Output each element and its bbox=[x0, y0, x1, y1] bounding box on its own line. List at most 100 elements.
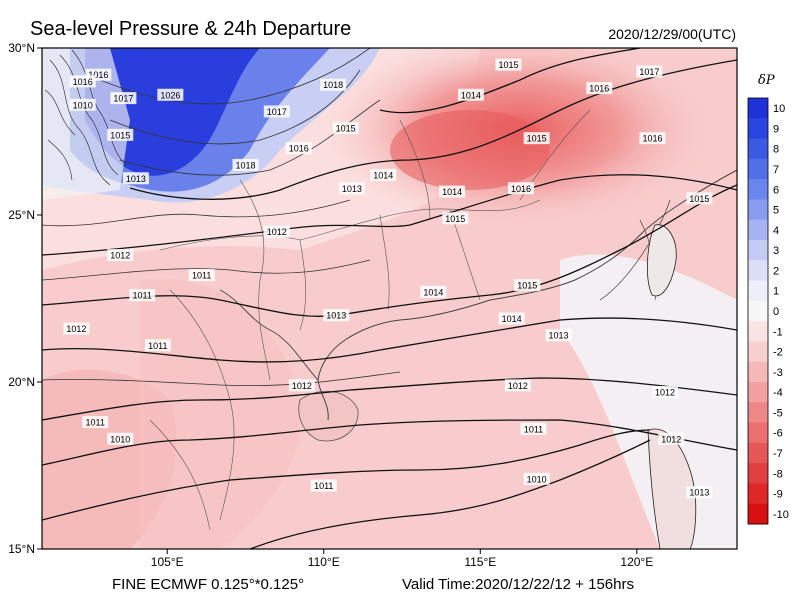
lon-label: 120°E bbox=[620, 555, 653, 569]
isobar-label-text: 1016 bbox=[73, 77, 93, 87]
isobar-label: 1013 bbox=[122, 172, 149, 185]
isobar-label: 1012 bbox=[263, 225, 290, 238]
isobar-label: 1011 bbox=[520, 422, 547, 435]
isobar-label-text: 1011 bbox=[192, 271, 211, 281]
isobar-label-bg bbox=[107, 128, 134, 141]
isobar-label-text: 1017 bbox=[639, 67, 659, 77]
isobar-label-bg bbox=[332, 122, 359, 135]
isobar-label: 1015 bbox=[514, 279, 541, 292]
isobar-label-bg bbox=[188, 269, 215, 282]
isobar-label-text: 1018 bbox=[323, 80, 343, 90]
isobar-label-text: 1013 bbox=[126, 174, 146, 184]
isobar-label: 1015 bbox=[686, 192, 713, 205]
colorbar-swatch bbox=[748, 422, 768, 444]
colorbar-swatch bbox=[748, 98, 768, 119]
valid-time-label: Valid Time:2020/12/22/12 + 156hrs bbox=[402, 576, 634, 593]
isobar-label: 1012 bbox=[658, 432, 685, 445]
lon-label: 115°E bbox=[464, 555, 496, 569]
isobar-label: 1017 bbox=[636, 65, 663, 78]
isobar-label-text: 1011 bbox=[314, 481, 333, 491]
isobar-label-bg bbox=[107, 432, 134, 445]
isobar-label-text: 1026 bbox=[160, 90, 180, 100]
isobar-label-text: 1016 bbox=[289, 144, 309, 154]
isobar-label: 1017 bbox=[110, 92, 137, 105]
lat-label: 15°N bbox=[8, 542, 35, 556]
isobar-label: 1011 bbox=[129, 289, 156, 302]
isobar-label-bg bbox=[520, 422, 547, 435]
isobar-label: 1015 bbox=[442, 212, 469, 225]
isobar-label-bg bbox=[504, 379, 531, 392]
isobar-label-bg bbox=[507, 182, 534, 195]
lon-label: 110°E bbox=[308, 555, 340, 569]
colorbar-tick-label: 7 bbox=[773, 164, 779, 176]
isobar-label-text: 1012 bbox=[508, 381, 528, 391]
isobar-label-bg bbox=[495, 58, 522, 71]
isobar-label-bg bbox=[420, 285, 447, 298]
isobar-label-text: 1010 bbox=[527, 474, 547, 484]
isobar-label-text: 1016 bbox=[642, 134, 662, 144]
colorbar-tick-label: -8 bbox=[773, 468, 783, 480]
isobar-label-text: 1012 bbox=[267, 227, 287, 237]
colorbar-swatch bbox=[748, 503, 768, 525]
isobar-label-bg bbox=[263, 105, 290, 118]
longitude-axis: 105°E 110°E 115°E 120°E bbox=[151, 549, 653, 569]
isobar-label-bg bbox=[122, 172, 149, 185]
colorbar-swatch bbox=[748, 138, 768, 160]
isobar-label: 1011 bbox=[188, 269, 215, 282]
isobar-label-text: 1016 bbox=[88, 70, 108, 80]
isobar-label-bg bbox=[285, 142, 312, 155]
thin-isobar-lines bbox=[42, 48, 401, 387]
isobar-label-bg bbox=[586, 82, 613, 95]
isobar-label-text: 1013 bbox=[326, 311, 346, 321]
colorbar-swatch bbox=[748, 240, 768, 261]
isobar-label-text: 1013 bbox=[549, 331, 569, 341]
isobar-label-text: 1014 bbox=[423, 287, 443, 297]
timestamp: 2020/12/29/00(UTC) bbox=[608, 26, 736, 42]
isobar-label-bg bbox=[686, 486, 713, 499]
colorbar-tick-label: 10 bbox=[773, 103, 785, 115]
colorbar-tick-label: 4 bbox=[773, 225, 779, 237]
isobar-label-bg bbox=[439, 185, 466, 198]
colorbar-tick-label: -1 bbox=[773, 326, 783, 338]
colorbar-tick-label: -2 bbox=[773, 347, 783, 359]
isobar-label: 1013 bbox=[323, 309, 350, 322]
colorbar-swatch bbox=[748, 402, 768, 424]
gulf-tonkin-coastline bbox=[219, 289, 319, 381]
isobar-label-bg bbox=[69, 75, 96, 88]
isobar-label-bg bbox=[320, 78, 347, 91]
colorbar-frame bbox=[747, 97, 769, 525]
isobar-label: 1014 bbox=[457, 88, 484, 101]
isobar-label-text: 1017 bbox=[113, 94, 133, 104]
isobar-label: 1011 bbox=[310, 479, 337, 492]
isobar-label-text: 1012 bbox=[66, 324, 86, 334]
colorbar-swatch bbox=[748, 321, 768, 342]
colorbar-swatch bbox=[748, 179, 768, 200]
colorbar-swatch bbox=[748, 341, 768, 363]
isobar-label-text: 1014 bbox=[461, 90, 481, 100]
isobar-label-bg bbox=[263, 225, 290, 238]
isobar-label-bg bbox=[523, 472, 550, 485]
isobar-label-bg bbox=[498, 312, 525, 325]
isobar-label: 1012 bbox=[63, 322, 90, 335]
isobar-label: 1018 bbox=[320, 78, 347, 91]
colorbar-tick-label: 8 bbox=[773, 144, 779, 156]
isobar-label: 1012 bbox=[107, 249, 134, 262]
isobar-label-bg bbox=[338, 182, 365, 195]
isobar-label-bg bbox=[545, 329, 572, 342]
isobar-label-bg bbox=[129, 289, 156, 302]
isobar-label-bg bbox=[82, 416, 109, 429]
isobar-label: 1014 bbox=[439, 185, 466, 198]
isobar-label-text: 1018 bbox=[235, 160, 255, 170]
isobar-label-text: 1012 bbox=[655, 388, 675, 398]
isobar-label-bg bbox=[232, 158, 259, 171]
colorbar-tick-label: -9 bbox=[773, 489, 783, 501]
isobar-label-bg bbox=[514, 279, 541, 292]
colorbar-tick-label: -10 bbox=[773, 509, 789, 521]
isobar-label-bg bbox=[157, 88, 184, 101]
colorbar-tick-label: -5 bbox=[773, 407, 783, 419]
isobar-label-text: 1012 bbox=[292, 381, 312, 391]
isobar-label-bg bbox=[370, 168, 397, 181]
isobar-label-bg bbox=[636, 65, 663, 78]
